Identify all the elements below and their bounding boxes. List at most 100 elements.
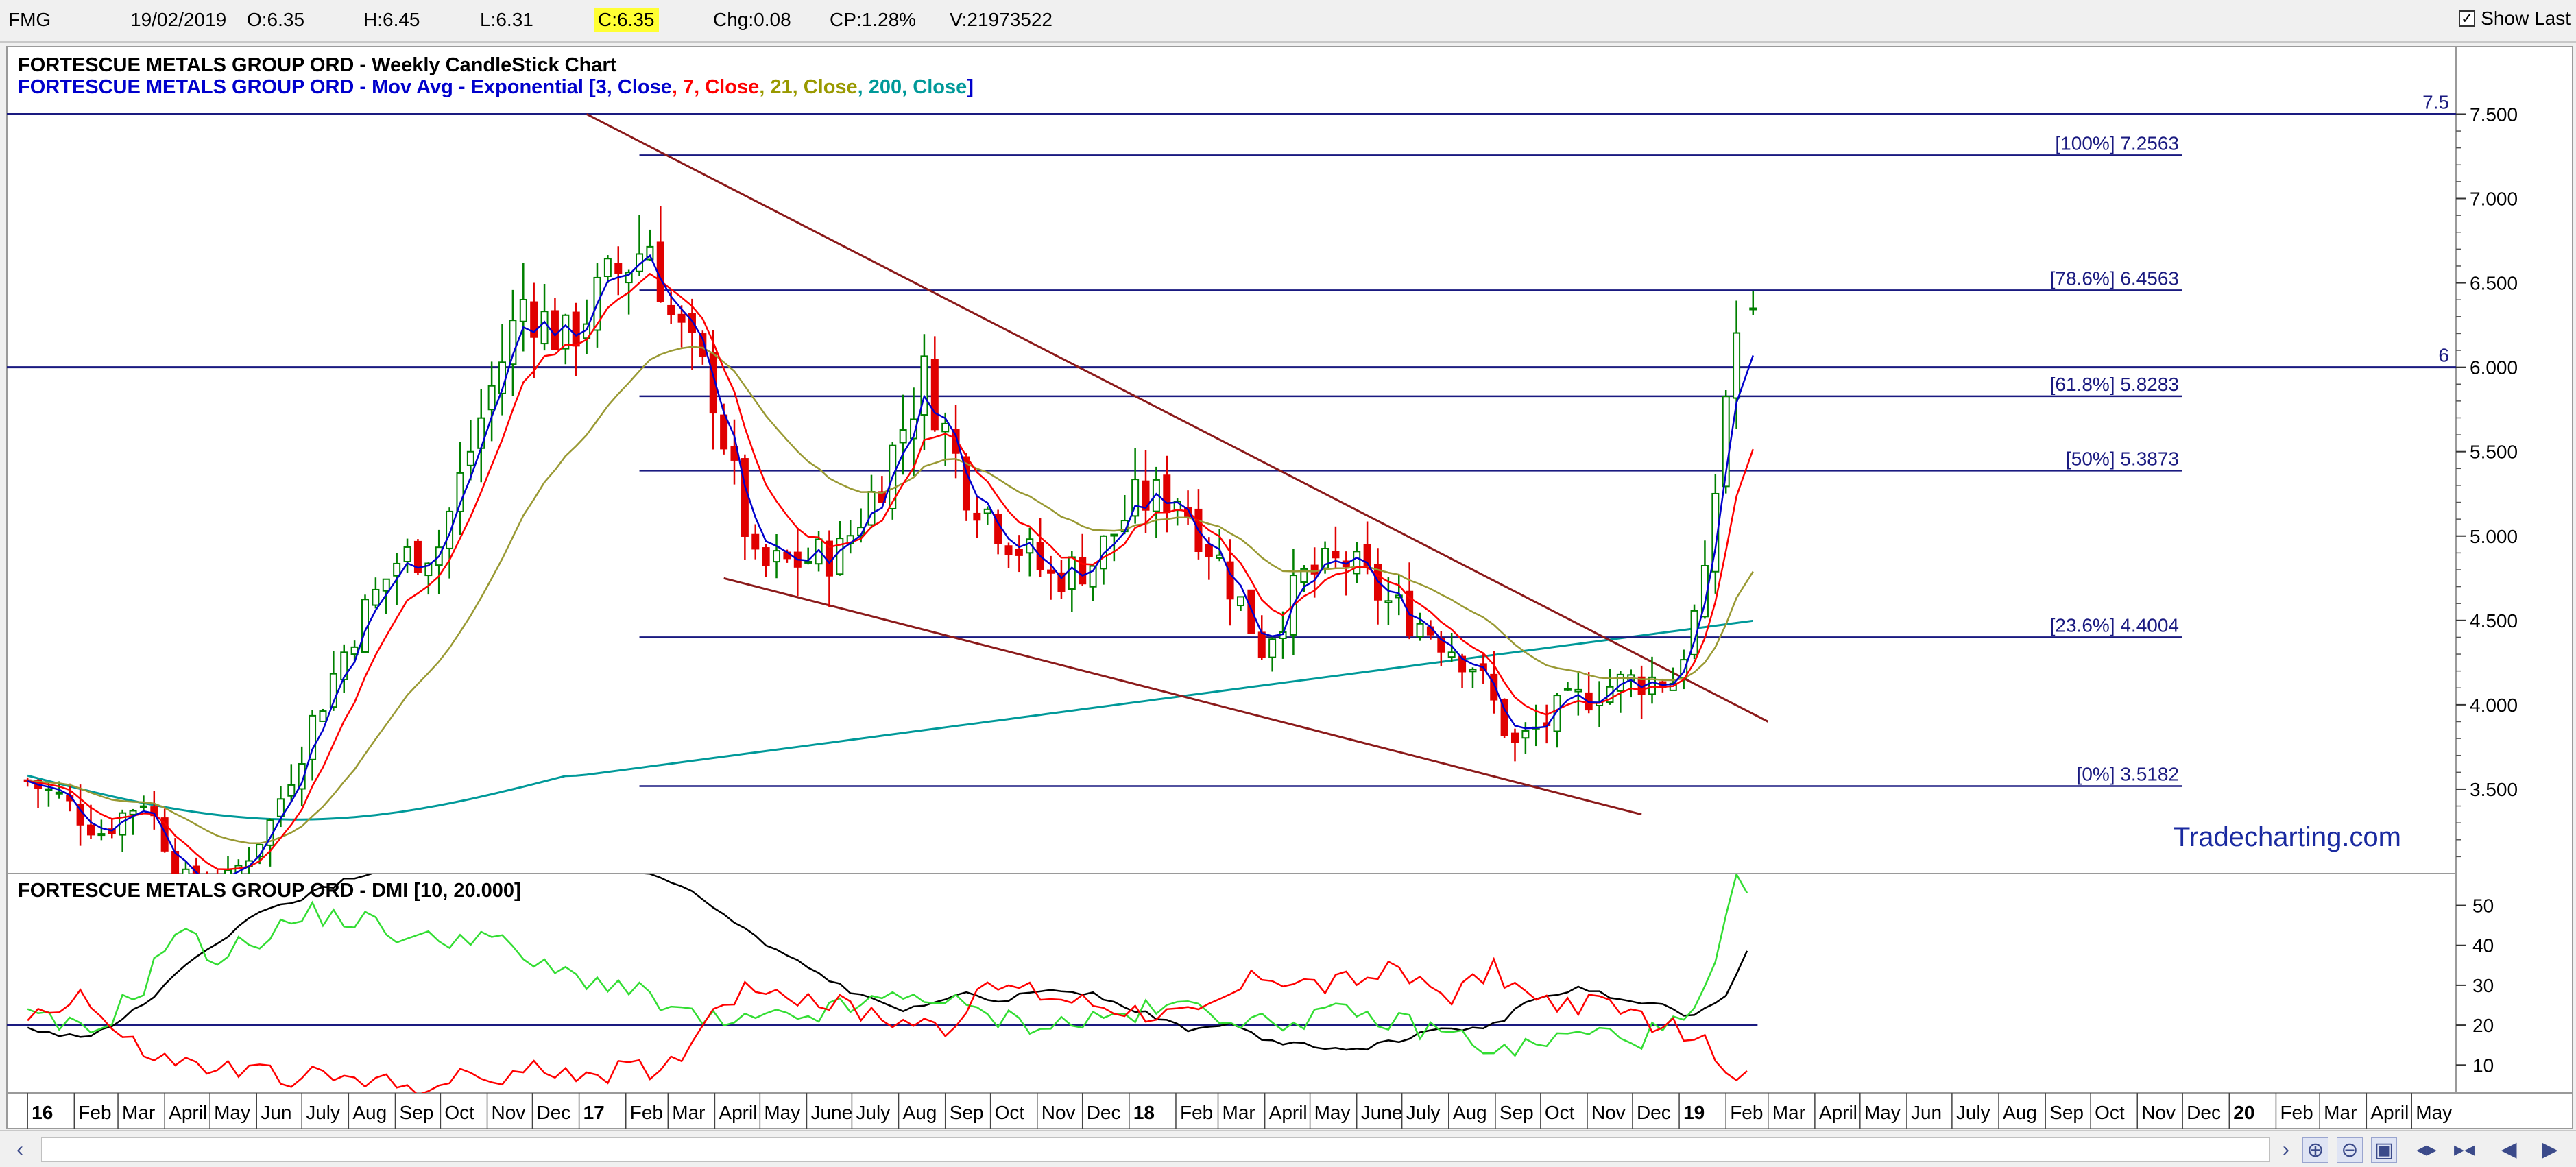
dmi-minus-di-line <box>27 957 1748 1093</box>
month-label: Jun <box>1911 1102 1942 1123</box>
candle <box>456 442 464 536</box>
candle-body <box>424 562 433 577</box>
candle <box>920 334 928 450</box>
candle-body <box>952 429 960 454</box>
candle <box>1015 535 1023 573</box>
candle <box>530 282 538 378</box>
candle <box>1236 596 1244 612</box>
candle <box>403 538 411 573</box>
candle-body <box>1205 544 1213 557</box>
candle-body <box>139 805 147 808</box>
candle <box>129 808 137 835</box>
dmi-tick-label: 20 <box>2472 1015 2494 1036</box>
trend-line-lower <box>723 577 1642 816</box>
month-label: Sep <box>2049 1102 2084 1123</box>
candle <box>1353 542 1361 584</box>
candle-body <box>751 533 760 550</box>
price-panel[interactable] <box>6 46 2457 874</box>
month-label: 17 <box>583 1102 605 1123</box>
candle <box>1500 698 1508 738</box>
show-last-toggle[interactable]: ✓ Show Last <box>2459 7 2571 30</box>
candle-body <box>773 550 781 563</box>
month-label: June <box>810 1102 852 1123</box>
candle-body <box>1469 669 1477 673</box>
scroll-left-icon[interactable]: ‹ <box>16 1138 23 1161</box>
candle-body <box>1247 589 1255 634</box>
low-value: L:6.31 <box>480 9 533 30</box>
candle <box>1142 450 1150 533</box>
candle <box>1310 547 1319 598</box>
month-label: Aug <box>352 1102 387 1123</box>
candle <box>1268 636 1277 672</box>
candle <box>340 644 348 693</box>
month-label: Jun <box>261 1102 291 1123</box>
candle <box>973 496 981 538</box>
show-last-label: Show Last <box>2481 8 2571 29</box>
month-label: May <box>2416 1102 2452 1123</box>
chart-canvas[interactable]: 7.5 6 [100%] 7.2563 [78.6%] 6.4563 [61.8%] 5… <box>0 43 2576 1130</box>
candle-body <box>150 806 158 817</box>
candle <box>487 361 496 442</box>
candle-body <box>1068 556 1076 590</box>
candle <box>1563 682 1572 691</box>
candle <box>413 539 422 575</box>
month-label: July <box>856 1102 890 1123</box>
next-icon[interactable]: ▶ <box>2542 1138 2558 1161</box>
candle <box>150 791 158 830</box>
candle-body <box>625 272 633 284</box>
collapse-icon[interactable]: ▸◂ <box>2453 1138 2475 1161</box>
candle-body <box>1500 699 1508 736</box>
candle-body <box>1079 557 1087 585</box>
candle-body <box>1310 564 1319 575</box>
candle-body <box>1321 548 1329 569</box>
candle-body <box>129 810 137 815</box>
candle-body <box>403 546 411 562</box>
candle-body <box>1110 533 1118 537</box>
month-label: Dec <box>1637 1102 1671 1123</box>
candle <box>509 289 517 396</box>
candle <box>1004 542 1013 568</box>
candle <box>1749 291 1757 315</box>
ema-legend-prefix: FORTESCUE METALS GROUP ORD - Mov Avg - E… <box>18 76 596 98</box>
candle-body <box>382 578 390 592</box>
chart-scrollbar[interactable]: ‹ › ⊕ ⊖ ▣ ◂▸ ▸◂ ◀ ▶ <box>0 1130 2576 1167</box>
price-tick-label: 7.000 <box>2470 189 2518 210</box>
candle <box>182 861 190 874</box>
zoom-out-icon[interactable]: ⊖ <box>2337 1137 2363 1163</box>
month-label: May <box>764 1102 800 1123</box>
zoom-in-icon[interactable]: ⊕ <box>2302 1137 2328 1163</box>
y-axis-area <box>2455 46 2573 1094</box>
candle-body <box>899 429 907 444</box>
candle-body <box>910 418 918 440</box>
candle <box>287 764 296 802</box>
candle <box>1553 693 1561 748</box>
month-label: Nov <box>1042 1102 1076 1123</box>
candle <box>804 547 812 565</box>
candle-body <box>309 714 317 760</box>
scroll-track[interactable] <box>41 1137 2270 1162</box>
candle <box>1079 533 1087 586</box>
scroll-right-icon[interactable]: › <box>2283 1138 2289 1161</box>
candle-body <box>562 314 570 350</box>
candle <box>836 521 844 576</box>
candle <box>1089 565 1097 601</box>
candle <box>751 524 760 560</box>
month-label: April <box>1269 1102 1308 1123</box>
candle <box>466 420 474 481</box>
previous-icon[interactable]: ◀ <box>2501 1138 2517 1161</box>
show-last-checkbox[interactable]: ✓ <box>2459 10 2476 27</box>
candle-body <box>340 651 348 680</box>
reset-zoom-icon[interactable]: ▣ <box>2371 1137 2397 1163</box>
candle-body <box>1257 631 1266 658</box>
candle <box>1131 448 1140 524</box>
month-label: June <box>1361 1102 1403 1123</box>
month-label: Mar <box>2324 1102 2357 1123</box>
candle-body <box>1511 732 1519 743</box>
month-label: Oct <box>1545 1102 1575 1123</box>
dmi-panel[interactable] <box>6 873 2457 1094</box>
candle <box>1416 612 1424 641</box>
candle-body <box>446 510 454 549</box>
candle <box>1047 555 1055 600</box>
candle-body <box>1163 474 1171 514</box>
expand-icon[interactable]: ◂▸ <box>2416 1138 2437 1161</box>
